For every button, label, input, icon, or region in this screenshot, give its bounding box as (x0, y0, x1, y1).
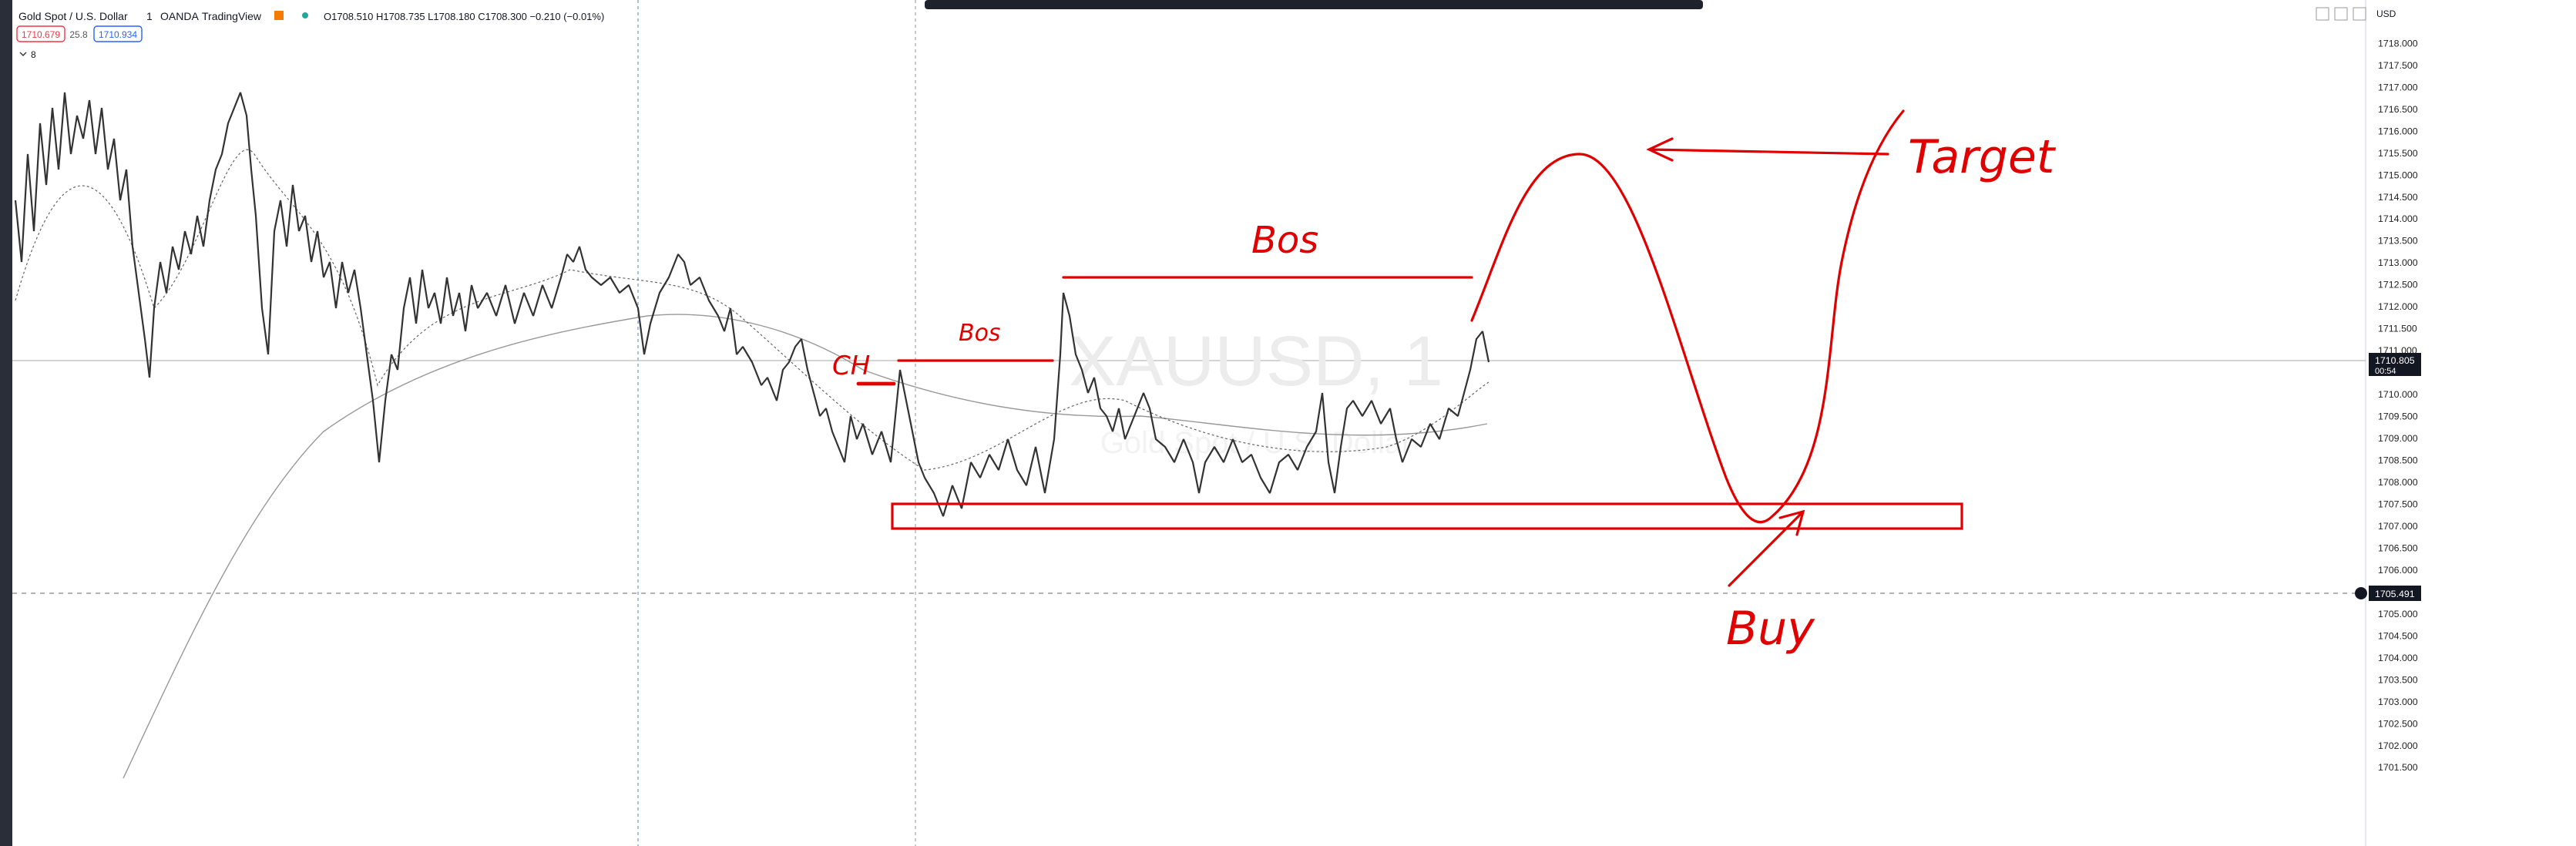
price-label: 1713.000 (2378, 257, 2418, 268)
crosshair-price: 1705.491 (2375, 589, 2415, 599)
price-label: 1709.000 (2378, 433, 2418, 444)
price-label: 1713.500 (2378, 236, 2418, 247)
price-label: 1708.000 (2378, 477, 2418, 488)
target-arrow[interactable] (1646, 137, 1889, 162)
moving-average-slow (123, 314, 1488, 779)
price-label: 1712.500 (2378, 280, 2418, 290)
price-axis: 1718.000 1717.500 1717.000 1716.500 1716.000… (2378, 38, 2418, 773)
market-status (302, 12, 308, 18)
indicators-count[interactable]: 8 (31, 49, 36, 60)
window-controls: USD (2316, 7, 2396, 21)
price-label: 1717.000 (2378, 82, 2418, 92)
annotation-bos: Bos (959, 320, 1001, 347)
annotation-choch: CH (832, 351, 870, 381)
price-label: 1715.500 (2378, 148, 2418, 159)
annotation-buy: Buy (1726, 602, 1815, 656)
price-label: 1708.500 (2378, 455, 2418, 466)
interval: 1 (146, 10, 153, 22)
annotation-bos: Bos (1251, 219, 1318, 262)
source: OANDA (160, 10, 199, 22)
price-label: 1709.500 (2378, 411, 2418, 422)
crosshair-add-button[interactable] (2355, 587, 2367, 599)
demand-zone[interactable] (891, 502, 1963, 530)
legend: Gold Spot / U.S. Dollar 1 OANDA TradingV… (16, 10, 604, 60)
price-label: 1717.500 (2378, 60, 2418, 71)
symbol-name[interactable]: Gold Spot / U.S. Dollar (18, 10, 128, 22)
ask[interactable]: 1710.934 (99, 29, 137, 40)
price-label: 1711.500 (2378, 324, 2417, 334)
left-border (0, 0, 12, 846)
price-label: 1707.000 (2378, 521, 2418, 532)
bid-box[interactable] (16, 25, 65, 42)
price-label: 1702.500 (2378, 718, 2418, 729)
bid[interactable]: 1710.679 (22, 29, 60, 40)
price-label: 1714.000 (2378, 213, 2418, 224)
buy-arrow[interactable] (1728, 509, 1805, 587)
spread: 25.8 (69, 29, 88, 40)
price-label: 1702.000 (2378, 740, 2418, 751)
price-label: 1704.000 (2378, 653, 2418, 663)
price-bars (14, 92, 1490, 517)
crosshair-price-tag (2369, 586, 2421, 601)
drawings (856, 109, 1963, 587)
price-label: 1706.500 (2378, 542, 2418, 553)
platform: TradingView (202, 10, 262, 22)
price-label: 1705.000 (2378, 609, 2418, 619)
collapse-icon[interactable] (19, 52, 27, 56)
price-label: 1704.500 (2378, 630, 2418, 641)
last-price: 1710.805 (2375, 355, 2415, 366)
price-label: 1703.000 (2378, 697, 2418, 707)
price-label: 1715.000 (2378, 170, 2418, 180)
ohlc: O1708.510 H1708.735 L1708.180 C1708.300 … (324, 11, 604, 22)
price-label: 1712.000 (2378, 301, 2418, 312)
countdown: 00:54 (2375, 367, 2396, 376)
watermark-description: Gold Spot / U.S. Dollar (1100, 426, 1412, 460)
ask-box[interactable] (93, 25, 143, 42)
price-label: 1710.000 (2378, 389, 2418, 400)
button[interactable] (2353, 7, 2366, 21)
price-label: 1718.000 (2378, 38, 2418, 49)
drawing-toolbar[interactable] (925, 0, 1703, 9)
price-label: 1716.500 (2378, 104, 2418, 115)
price-label: 1701.500 (2378, 762, 2418, 773)
button[interactable] (2316, 7, 2329, 21)
price-label: 1707.500 (2378, 499, 2418, 509)
price-label: 1716.000 (2378, 126, 2418, 136)
watermark-symbol: XAUUSD, 1 (1069, 322, 1443, 401)
projection-curve[interactable] (1470, 109, 1905, 524)
currency[interactable]: USD (2376, 8, 2396, 19)
logo-icon (274, 11, 284, 20)
button[interactable] (2334, 7, 2348, 21)
last-price-tag (2369, 353, 2421, 376)
price-label: 1703.500 (2378, 674, 2418, 685)
price-label: 1714.500 (2378, 192, 2418, 203)
annotation-target: Target (1908, 130, 2057, 184)
price-label: 1706.000 (2378, 565, 2418, 576)
